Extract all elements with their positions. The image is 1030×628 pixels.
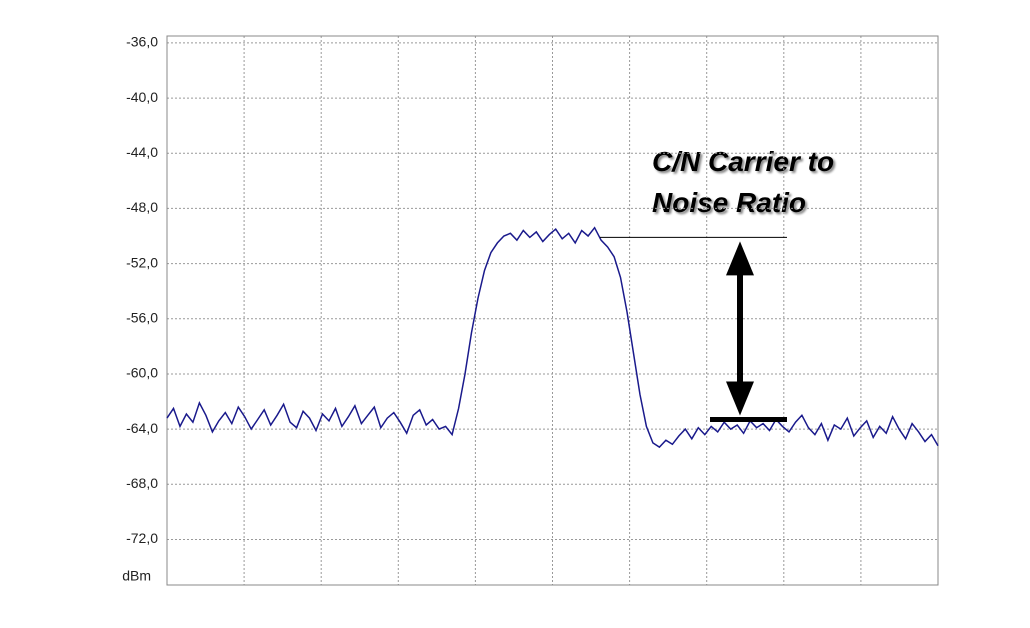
y-tick-label: -52,0 <box>126 254 158 270</box>
y-tick-label: -72,0 <box>126 530 158 546</box>
y-tick-label: -40,0 <box>126 89 158 105</box>
y-unit: dBm <box>122 568 151 584</box>
y-tick-label: -44,0 <box>126 144 158 160</box>
trace <box>166 226 939 449</box>
y-tick-label: -60,0 <box>126 365 158 381</box>
plot-frame <box>166 35 939 586</box>
annotation: Noise Ratio <box>652 187 806 218</box>
arrow-head <box>726 241 754 276</box>
y-tick-label: -36,0 <box>126 34 158 50</box>
arrow-head <box>726 381 754 416</box>
y-tick-label: -64,0 <box>126 420 158 436</box>
y-tick-label: -68,0 <box>126 475 158 491</box>
y-tick-label: -56,0 <box>126 309 158 325</box>
annotation: C/N Carrier to <box>652 146 834 177</box>
y-tick-label: -48,0 <box>126 199 158 215</box>
